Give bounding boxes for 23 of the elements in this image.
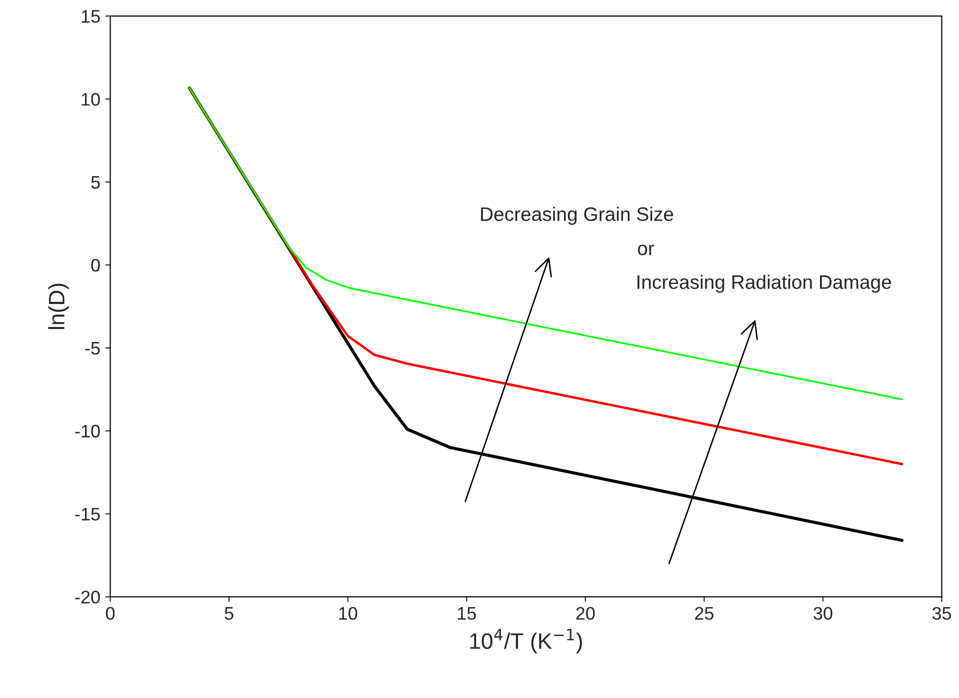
line-series [188,86,904,466]
y-tick-label: 0 [91,258,100,272]
y-tick-label: 15 [82,10,100,23]
y-tick-label: -10 [75,424,100,438]
x-tick-label: 0 [106,606,115,620]
annotation: Increasing Radiation Damage [638,274,892,293]
x-tick-label: 5 [224,607,234,620]
y-tick-label: -5 [85,342,100,355]
x-tick-label: 20 [576,606,595,620]
y-tick-label: -20 [75,590,100,604]
y-tick-label: 5 [91,176,100,189]
x-tick-label: 25 [695,606,714,620]
y-axis-title: ln(D) [48,284,69,329]
x-tick-label: 35 [932,606,952,620]
x-tick-label: 10 [339,606,358,620]
x-tick-label: 30 [814,606,832,620]
y-tick-label: -15 [75,508,100,521]
x-axis-title: 10$^{4}$/T (K$^{−1}$) [470,628,582,654]
annotation: or [638,244,654,256]
y-tick-label: 10 [82,92,100,106]
line-series [188,87,903,400]
x-tick-label: 15 [458,607,476,620]
annotation: Decreasing Grain Size [481,206,674,225]
